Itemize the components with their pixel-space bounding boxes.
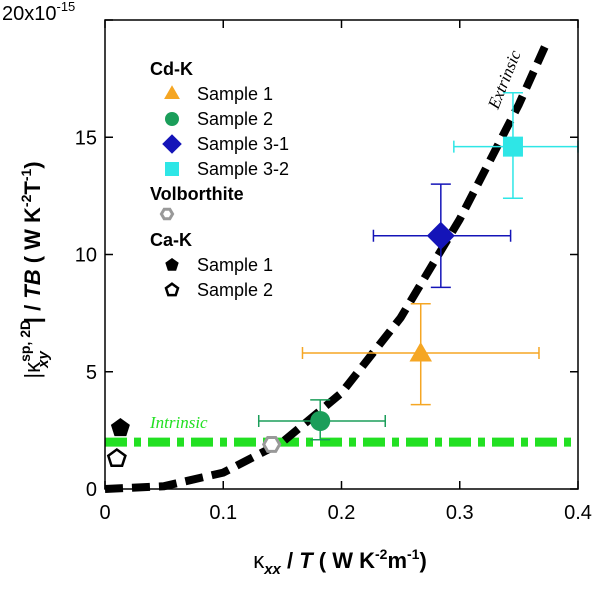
data-point bbox=[110, 418, 130, 437]
data-point bbox=[310, 410, 331, 431]
points-layer bbox=[106, 136, 523, 468]
legend-group-title: Ca-K bbox=[150, 230, 192, 250]
legend-label: Sample 3-2 bbox=[197, 159, 289, 179]
legend-label: Sample 3-1 bbox=[197, 134, 289, 154]
y-tick-label: 5 bbox=[86, 362, 97, 384]
x-tick-label: 0.4 bbox=[564, 502, 592, 524]
legend-marker bbox=[159, 207, 175, 221]
legend: Cd-K Sample 1 Sample 2 Sample 3-1 Sample… bbox=[150, 59, 289, 300]
x-tick-label: 0.3 bbox=[446, 502, 474, 524]
y-multiplier-label: 20x10-15 bbox=[2, 0, 75, 25]
x-tick-label: 0.1 bbox=[209, 502, 237, 524]
legend-marker bbox=[165, 258, 179, 271]
x-tick-label: 0.2 bbox=[328, 502, 356, 524]
legend-marker bbox=[165, 112, 179, 126]
y-tick-label: 0 bbox=[86, 479, 97, 501]
data-point bbox=[409, 342, 432, 362]
legend-marker bbox=[162, 134, 182, 154]
x-tick-label: 0 bbox=[99, 502, 110, 524]
data-point bbox=[106, 447, 127, 468]
y-axis-title: |κsp, 2D xy| / TB ( W K-2T-1) bbox=[17, 161, 52, 378]
legend-marker bbox=[165, 162, 179, 176]
data-point bbox=[426, 221, 455, 250]
y-tick-label: 10 bbox=[75, 245, 97, 267]
curves-layer bbox=[104, 37, 578, 493]
data-point bbox=[261, 436, 282, 453]
y-tick-label: 15 bbox=[75, 127, 97, 149]
legend-marker bbox=[164, 85, 180, 99]
legend-label: Sample 2 bbox=[197, 280, 273, 300]
legend-marker bbox=[164, 282, 180, 297]
data-point bbox=[502, 136, 523, 157]
error-bars-layer bbox=[257, 91, 579, 441]
legend-label: Sample 2 bbox=[197, 109, 273, 129]
intrinsic-label: Intrinsic bbox=[149, 413, 208, 432]
axes-layer: 0 0.1 0.2 0.3 0.4 0 5 10 15 bbox=[75, 19, 592, 524]
x-axis-title: κxx / T ( W K-2m-1) bbox=[253, 546, 427, 578]
legend-label: Sample 1 bbox=[197, 84, 273, 104]
legend-group-title: Cd-K bbox=[150, 59, 193, 79]
legend-label: Sample 1 bbox=[197, 255, 273, 275]
legend-group-title: Volborthite bbox=[150, 184, 244, 204]
